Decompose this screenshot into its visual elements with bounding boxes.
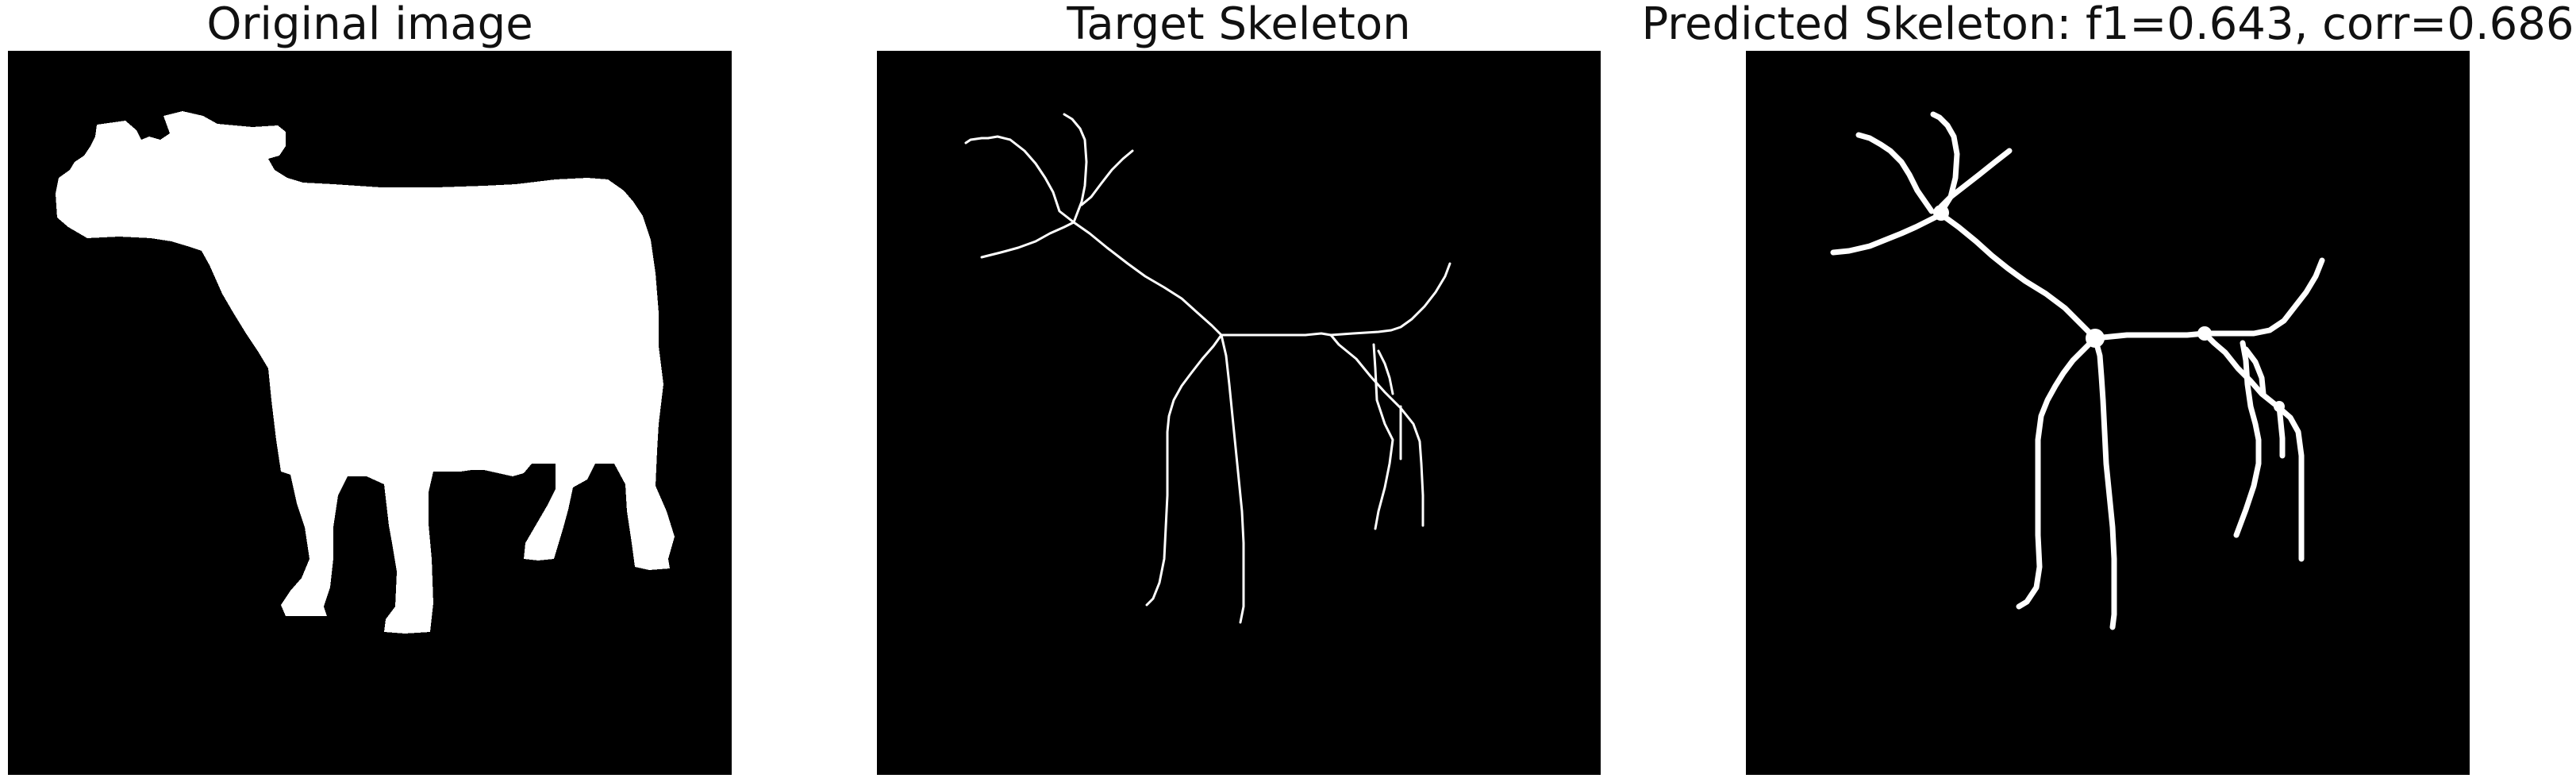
target-skeleton-image [877, 51, 1601, 775]
panel-title-target: Target Skeleton [1067, 0, 1411, 50]
panel-title-original: Original image [206, 0, 533, 50]
panel-predicted: Predicted Skeleton: f1=0.643, corr=0.686 [1641, 0, 2574, 782]
panel-title-predicted: Predicted Skeleton: f1=0.643, corr=0.686 [1641, 0, 2574, 50]
predicted-skeleton-image [1746, 51, 2470, 775]
panel-original: Original image [8, 0, 732, 782]
panel-target: Target Skeleton [877, 0, 1601, 782]
original-image [8, 51, 732, 775]
